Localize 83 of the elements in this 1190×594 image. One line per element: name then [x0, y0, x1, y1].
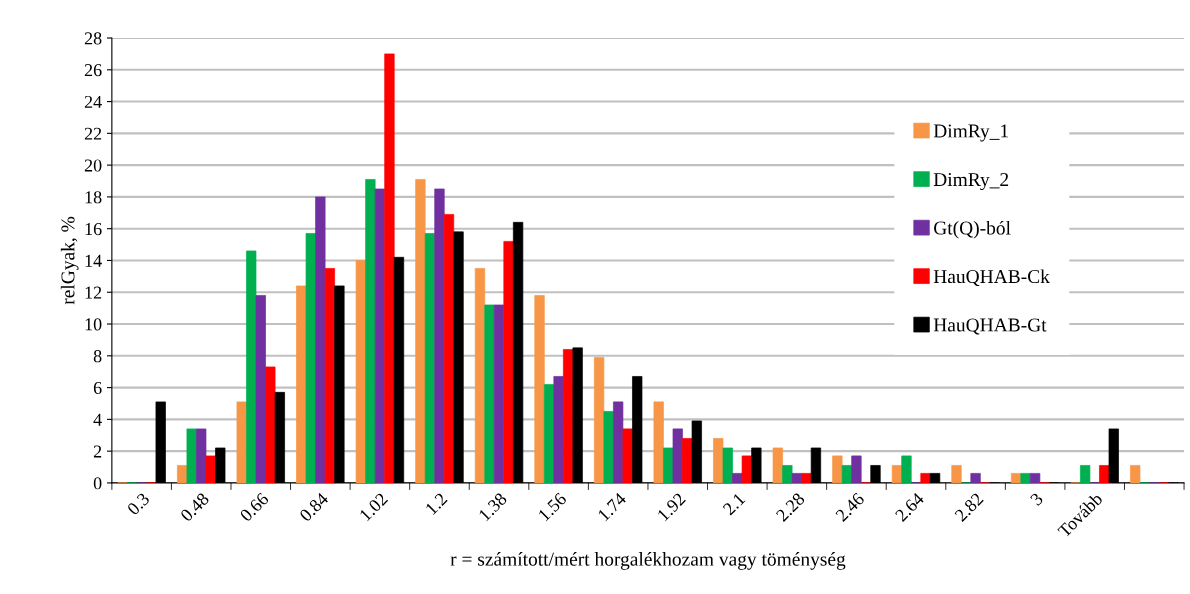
- bar: [265, 366, 276, 483]
- bar: [622, 428, 633, 483]
- bar: [553, 376, 564, 483]
- bar: [722, 447, 733, 483]
- bar: [672, 428, 683, 483]
- bar: [484, 304, 495, 483]
- y-tick-label: 6: [93, 381, 102, 395]
- x-tick-label: 0.3: [126, 492, 151, 516]
- bar: [653, 401, 664, 483]
- y-axis-title: relGyak, %: [60, 216, 79, 305]
- bar: [791, 473, 802, 483]
- y-tick-label: 18: [85, 191, 102, 204]
- x-tick-label: 0.48: [179, 492, 210, 523]
- bar: [851, 455, 862, 483]
- bar: [384, 53, 395, 483]
- bar: [305, 233, 316, 483]
- x-tick-label: 2.46: [835, 492, 866, 523]
- x-tick-label: 2.28: [775, 492, 806, 523]
- bar: [196, 428, 207, 483]
- x-tick-label: 2.64: [894, 491, 925, 523]
- y-tick-label: 28: [84, 32, 102, 45]
- y-tick-label: 8: [93, 350, 102, 363]
- bar: [255, 295, 266, 483]
- bar: [603, 411, 614, 483]
- bar: [713, 438, 724, 483]
- y-tick-label: 10: [85, 318, 102, 331]
- bar: [324, 268, 335, 483]
- bar: [951, 465, 962, 483]
- legend-label: DimRy_1: [933, 124, 1008, 142]
- x-tick-label: 3: [1029, 492, 1044, 507]
- bar: [434, 188, 445, 483]
- bar: [315, 196, 326, 483]
- legend-label: HauQHAB-Ck: [933, 269, 1050, 287]
- bar: [415, 179, 426, 483]
- y-tick-label: 14: [85, 254, 102, 267]
- x-tick-label: 1.74: [597, 491, 628, 522]
- x-axis-title: r = számított/mért horgalékhozam vagy töménység: [450, 552, 846, 570]
- x-tick-label: 2.82: [954, 492, 984, 523]
- bar: [613, 401, 624, 483]
- bar: [1030, 473, 1041, 483]
- bar: [534, 295, 545, 483]
- bar: [503, 241, 514, 483]
- bar: [901, 455, 912, 483]
- y-tick-label: 12: [85, 286, 102, 299]
- legend-label: Gt(Q)-ból: [934, 220, 1011, 239]
- bar: [1020, 473, 1031, 483]
- bar: [741, 455, 752, 483]
- bar: [782, 465, 793, 483]
- bar: [236, 401, 247, 483]
- bar: [970, 473, 981, 483]
- y-tick-label: 22: [84, 127, 102, 140]
- bar: [374, 188, 386, 483]
- y-tick-label: 4: [93, 413, 102, 426]
- bar: [594, 357, 605, 483]
- bar: [1080, 465, 1091, 483]
- legend-label: HauQHAB-Gt: [933, 318, 1047, 335]
- bar: [663, 447, 674, 483]
- y-tick-label: 26: [84, 64, 102, 77]
- y-tick-label: 2: [93, 445, 102, 458]
- y-tick-label: 20: [84, 159, 102, 172]
- bar: [474, 268, 486, 483]
- x-tick-label: 0.84: [298, 491, 330, 523]
- legend-label: DimRy_2: [933, 173, 1009, 191]
- bar: [772, 447, 783, 483]
- x-tick-label: 1.02: [359, 492, 389, 522]
- bar: [205, 455, 216, 483]
- x-tick-label: 0.66: [239, 492, 270, 523]
- x-tick-label: 1.2: [425, 492, 448, 516]
- x-tick-label: 1.56: [537, 492, 568, 522]
- bar: [920, 473, 931, 483]
- y-tick-label: 24: [84, 95, 102, 108]
- bar: [801, 473, 812, 483]
- y-tick-label: 16: [85, 223, 102, 236]
- bar: [1130, 465, 1141, 483]
- x-tick-label: 1.38: [478, 492, 508, 522]
- x-tick-label: 1.92: [656, 492, 687, 522]
- bar: [246, 250, 257, 483]
- y-tick-label: 0: [93, 477, 102, 490]
- x-tick-label: 2.1: [722, 492, 746, 516]
- bar: [832, 455, 843, 483]
- bar: [841, 465, 853, 483]
- bar: [355, 260, 366, 483]
- bar: [186, 428, 197, 483]
